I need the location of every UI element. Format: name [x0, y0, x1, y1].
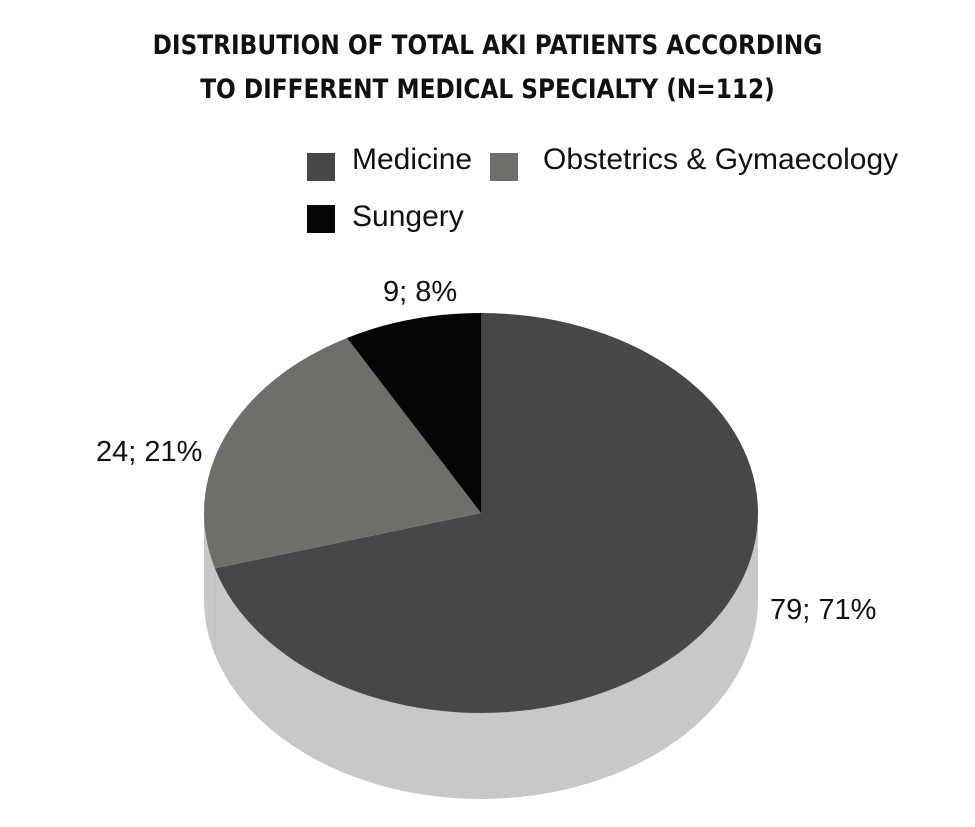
pie-slice-medicine [214, 313, 758, 713]
legend-swatch-medicine [307, 153, 335, 181]
legend-label-obstetrics: Obstetrics & Gymaecology [543, 143, 899, 176]
chart-title-line-1: DISTRIBUTION OF TOTAL AKI PATIENTS ACCOR… [152, 30, 823, 61]
pie-slice-obstetrics [203, 337, 481, 569]
legend-label-surgery: Sungery [352, 200, 464, 233]
data-label-obstetrics: 24; 21% [96, 436, 203, 468]
pie-slice-surgery [347, 313, 481, 513]
data-label-surgery: 9; 8% [383, 276, 458, 308]
chart-title-line-2: TO DIFFERENT MEDICAL SPECIALTY (N=112) [200, 74, 775, 105]
legend-label-medicine: Medicine [352, 143, 473, 176]
pie-side-surface [204, 513, 758, 799]
legend-swatch-surgery [307, 205, 335, 233]
legend-swatch-obstetrics [490, 153, 518, 181]
data-label-medicine: 79; 71% [770, 594, 877, 626]
